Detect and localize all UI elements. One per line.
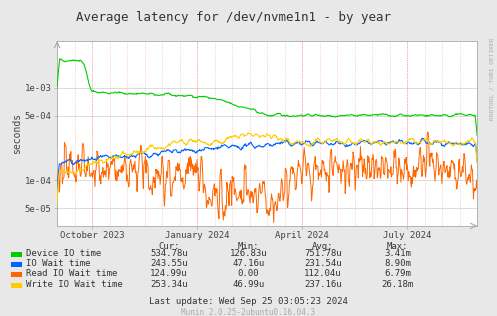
Text: 0.00: 0.00 (238, 270, 259, 278)
Text: 46.99u: 46.99u (233, 280, 264, 289)
Text: Device IO time: Device IO time (26, 249, 101, 258)
Text: Avg:: Avg: (312, 242, 334, 251)
Text: 243.55u: 243.55u (150, 259, 188, 268)
Text: 237.16u: 237.16u (304, 280, 342, 289)
Text: 26.18m: 26.18m (382, 280, 414, 289)
Text: 253.34u: 253.34u (150, 280, 188, 289)
Text: 231.54u: 231.54u (304, 259, 342, 268)
Text: Max:: Max: (387, 242, 409, 251)
Text: 112.04u: 112.04u (304, 270, 342, 278)
Text: 3.41m: 3.41m (384, 249, 411, 258)
Text: 8.90m: 8.90m (384, 259, 411, 268)
Text: Average latency for /dev/nvme1n1 - by year: Average latency for /dev/nvme1n1 - by ye… (76, 11, 391, 24)
Y-axis label: seconds: seconds (12, 113, 22, 154)
Text: 47.16u: 47.16u (233, 259, 264, 268)
Text: 6.79m: 6.79m (384, 270, 411, 278)
Text: 751.78u: 751.78u (304, 249, 342, 258)
Text: Min:: Min: (238, 242, 259, 251)
Text: Munin 2.0.25-2ubuntu0.16.04.3: Munin 2.0.25-2ubuntu0.16.04.3 (181, 308, 316, 316)
Text: RRDTOOL / TOBI OETIKER: RRDTOOL / TOBI OETIKER (490, 38, 495, 120)
Text: Last update: Wed Sep 25 03:05:23 2024: Last update: Wed Sep 25 03:05:23 2024 (149, 297, 348, 306)
Text: Read IO Wait time: Read IO Wait time (26, 270, 117, 278)
Text: Cur:: Cur: (158, 242, 180, 251)
Text: 534.78u: 534.78u (150, 249, 188, 258)
Text: 124.99u: 124.99u (150, 270, 188, 278)
Text: Write IO Wait time: Write IO Wait time (26, 280, 123, 289)
Text: IO Wait time: IO Wait time (26, 259, 90, 268)
Text: 126.83u: 126.83u (230, 249, 267, 258)
